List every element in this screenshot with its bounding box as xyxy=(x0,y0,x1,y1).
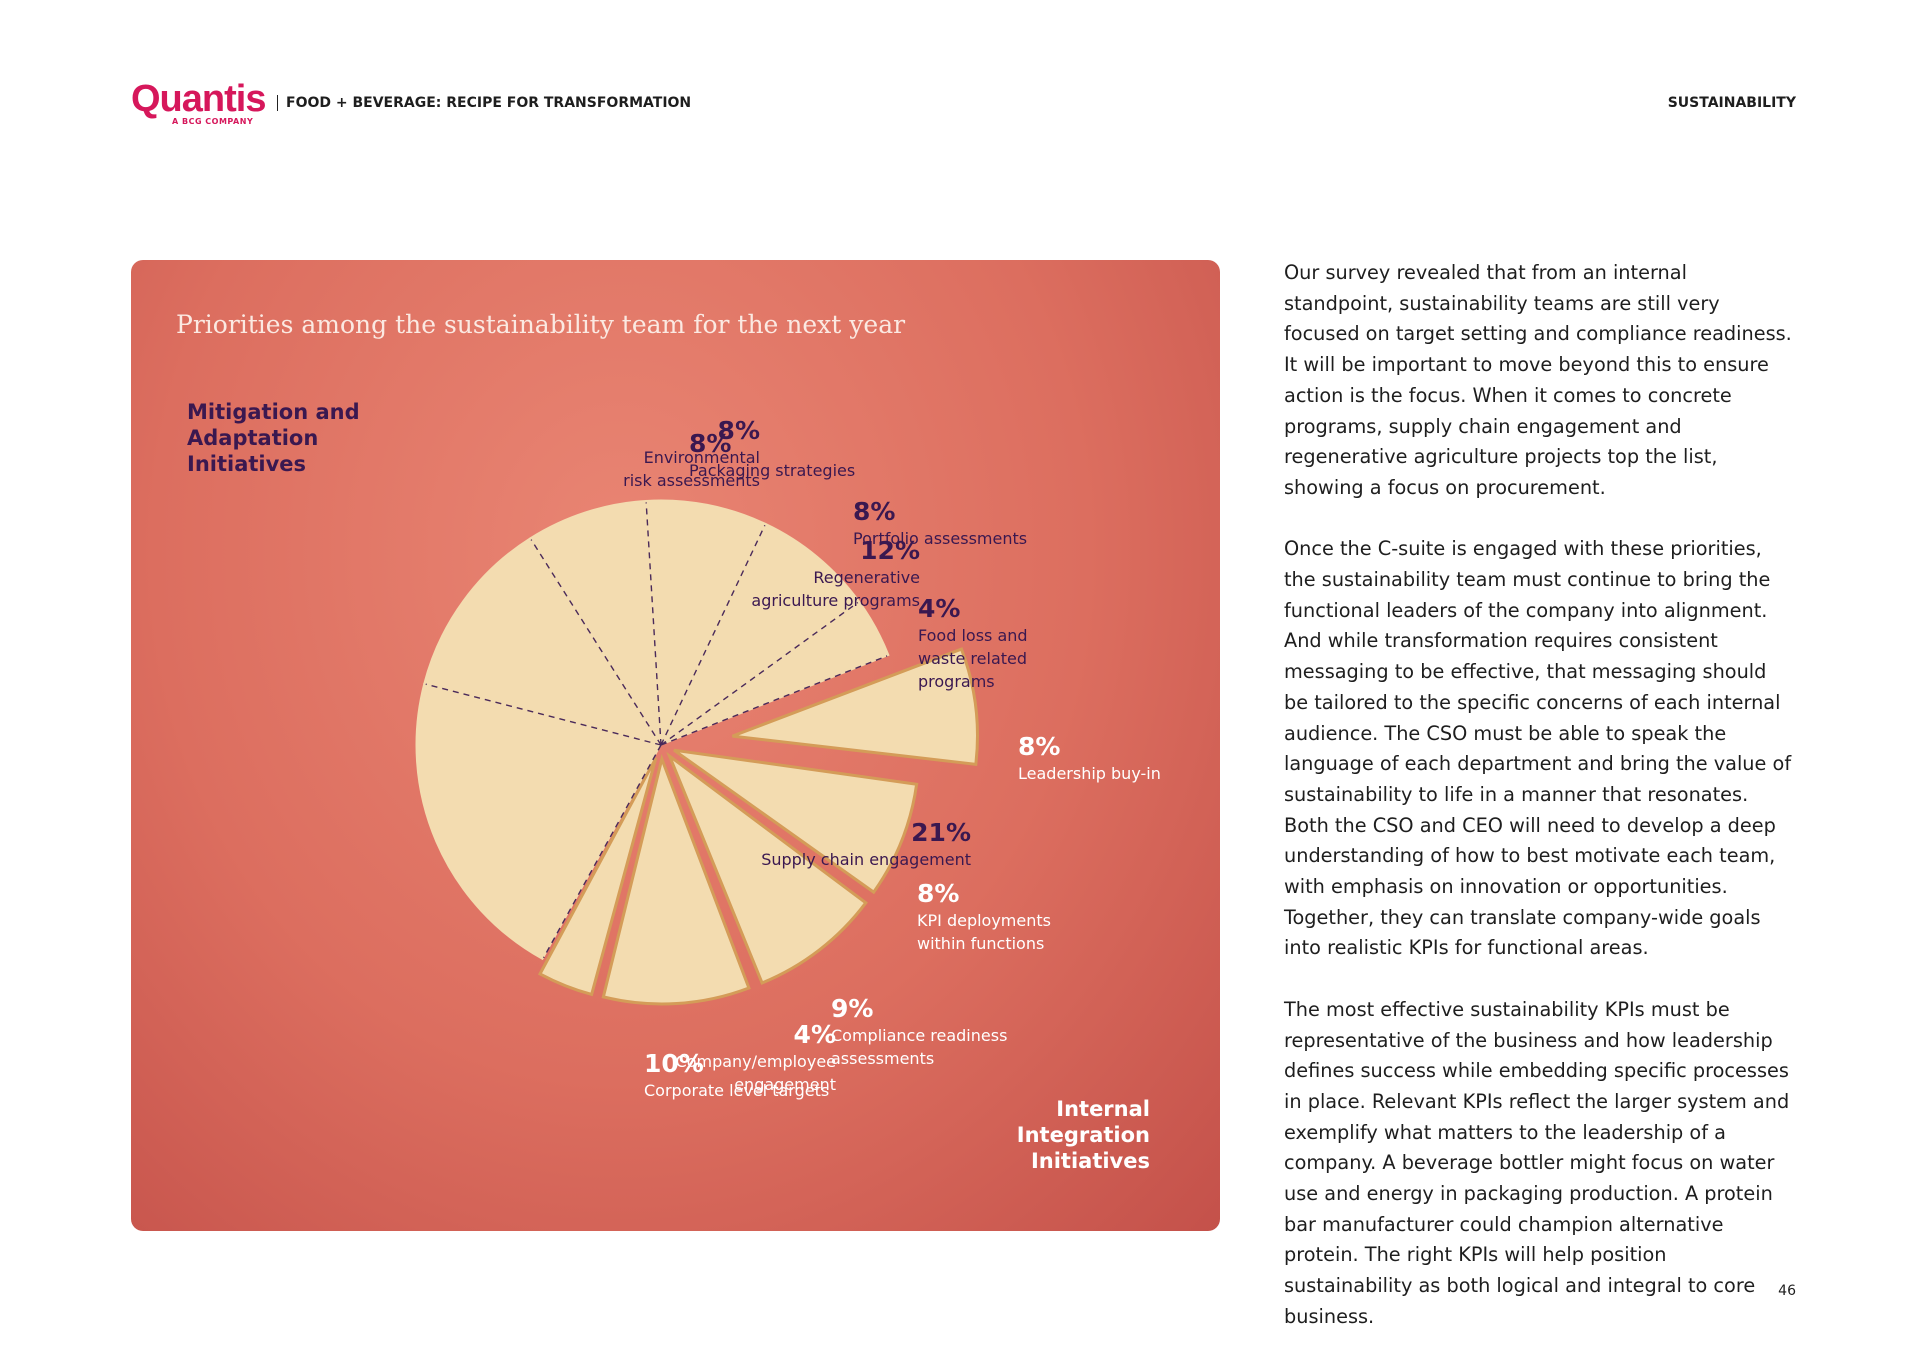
pie-chart xyxy=(415,499,979,1006)
paragraph: Our survey revealed that from an interna… xyxy=(1284,261,1792,499)
pie-slice xyxy=(415,683,662,961)
chart-card: Priorities among the sustainability team… xyxy=(131,260,1220,1231)
slice-label: 12% Regenerative agriculture programs xyxy=(740,536,920,612)
pie-slice xyxy=(423,537,663,746)
slice-label: 8% Portfolio assessments xyxy=(853,497,1053,550)
page-number: 46 xyxy=(1778,1283,1796,1299)
slice-divider xyxy=(660,525,766,746)
slice-value-label: 8% xyxy=(853,497,896,526)
slice-category-label: Environmental risk assessments xyxy=(623,448,760,490)
chart-title: Priorities among the sustainability team… xyxy=(176,310,906,339)
slice-value-label: 8% xyxy=(689,429,732,458)
slice-value-label: 10% xyxy=(644,1049,704,1078)
slice-value-label: 4% xyxy=(918,594,961,623)
pie-slice xyxy=(666,751,868,985)
section-label: SUSTAINABILITY xyxy=(1667,95,1796,111)
group-label: Internal Integration Initiatives xyxy=(1016,1097,1150,1173)
slice-divider xyxy=(542,744,662,959)
group-label: Mitigation and Adaptation Initiatives xyxy=(187,400,360,476)
pie-slice xyxy=(601,753,751,1006)
slice-label: 8% KPI deployments within functions xyxy=(917,879,1077,955)
paragraph: The most effective sustainability KPIs m… xyxy=(1284,997,1790,1328)
slice-category-label: Corporate level targets xyxy=(644,1081,830,1100)
slice-label: 8% Environmental risk assessments xyxy=(620,416,760,492)
slice-category-label: Portfolio assessments xyxy=(853,529,1028,548)
body-text: Our survey revealed that from an interna… xyxy=(1284,258,1794,1363)
slice-label: 8% Leadership buy-in xyxy=(1018,732,1198,785)
slice-category-label: Compliance readiness assessments xyxy=(831,1026,1008,1068)
slice-value-label: 8% xyxy=(717,416,760,445)
slice-label: 8% Packaging strategies xyxy=(689,429,889,482)
slice-category-label: Food loss and waste related programs xyxy=(918,626,1028,691)
slice-category-label: Regenerative agriculture programs xyxy=(751,568,920,610)
pie-slice xyxy=(673,748,919,895)
pie-slice xyxy=(537,757,658,997)
slice-category-label: Supply chain engagement xyxy=(761,850,971,869)
slice-divider xyxy=(660,655,888,746)
slice-divider xyxy=(530,539,662,746)
slice-divider xyxy=(660,601,859,746)
slice-divider xyxy=(425,683,662,746)
slice-value-label: 12% xyxy=(860,536,920,565)
logo: Quantis xyxy=(131,78,266,120)
logo-tagline: A BCG COMPANY xyxy=(172,117,254,126)
pie-slice xyxy=(529,499,662,746)
slice-value-label: 21% xyxy=(911,818,971,847)
slice-label: 9% Compliance readiness assessments xyxy=(831,994,1011,1070)
slice-value-label: 4% xyxy=(793,1020,836,1049)
slice-value-label: 8% xyxy=(917,879,960,908)
slice-category-label: Company/employee engagement xyxy=(675,1052,836,1094)
slice-label: 21% Supply chain engagement xyxy=(751,818,971,871)
slice-category-label: KPI deployments within functions xyxy=(917,911,1051,953)
pie-slice xyxy=(645,499,767,746)
slice-label: 10% Corporate level targets xyxy=(644,1049,844,1102)
pie-slice xyxy=(731,647,979,766)
slice-category-label: Leadership buy-in xyxy=(1018,764,1161,783)
slice-value-label: 8% xyxy=(1018,732,1061,761)
header-title: FOOD + BEVERAGE: RECIPE FOR TRANSFORMATI… xyxy=(277,95,691,111)
slice-category-label: Packaging strategies xyxy=(689,461,856,480)
slice-divider xyxy=(645,502,662,746)
slice-label: 4% Food loss and waste related programs xyxy=(918,594,1078,693)
pie-slice xyxy=(660,600,890,746)
slice-value-label: 9% xyxy=(831,994,874,1023)
slice-label: 4% Company/employee engagement xyxy=(666,1020,836,1096)
pie-slice xyxy=(660,522,861,746)
paragraph: Once the C-suite is engaged with these p… xyxy=(1284,537,1792,960)
